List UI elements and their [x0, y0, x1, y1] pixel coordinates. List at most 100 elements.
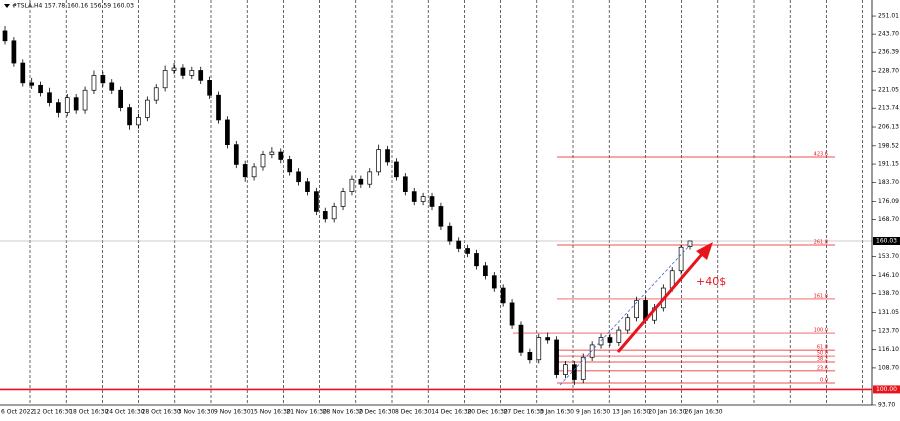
candle-body — [118, 89, 123, 108]
fib-level-label: 423.6 — [814, 152, 828, 158]
x-tick-label: 6 Oct 2022 — [1, 409, 34, 416]
candle-body — [527, 351, 533, 361]
fib-level-label: 61.8 — [817, 345, 828, 351]
fib-level-label: 0.0 — [820, 377, 828, 383]
candle-body — [331, 206, 337, 220]
candle-body — [554, 339, 559, 375]
candle-body — [73, 97, 79, 111]
current-price-box — [873, 236, 900, 245]
candle-body — [536, 337, 542, 361]
y-tick-label: 228.70 — [878, 68, 899, 75]
candle-body — [474, 253, 479, 267]
y-tick-label: 251.01 — [878, 13, 899, 20]
candle-body — [340, 191, 346, 207]
y-tick-label: 191.15 — [878, 161, 899, 168]
candle-body — [314, 191, 319, 212]
candle-body — [207, 80, 212, 96]
candle-body — [438, 206, 444, 227]
y-tick-label: 138.70 — [878, 290, 899, 297]
fib-level-label: 50.0 — [817, 351, 828, 357]
candle-body — [625, 317, 631, 331]
support-label: 100.00 — [876, 386, 897, 393]
candle-body — [251, 166, 257, 178]
x-tick-label: 9 Jan 16:30 — [576, 409, 610, 416]
annotation: +40$ — [696, 275, 726, 288]
candle-body — [82, 89, 88, 111]
candle-body — [447, 225, 453, 242]
candle-body — [225, 119, 230, 145]
x-tick-label: 13 Jan 16:30 — [612, 409, 650, 416]
candle-body — [29, 82, 35, 86]
x-tick-label: 27 Dec 16:30 — [504, 409, 545, 416]
candle-body — [456, 240, 462, 249]
candle-body — [518, 324, 524, 353]
candle-body — [687, 240, 693, 247]
candle-body — [242, 164, 248, 178]
candle-body — [376, 149, 381, 173]
candle-body — [634, 300, 639, 319]
x-tick-label: 20 Dec 16:30 — [467, 409, 508, 416]
candle-body — [572, 364, 577, 380]
x-tick-label: 20 Jan 16:30 — [648, 409, 686, 416]
candle-body — [322, 211, 328, 220]
candle-body — [429, 196, 435, 207]
fib-trend-line — [559, 244, 691, 386]
y-tick-label: 153.70 — [878, 253, 899, 260]
fib-level-label: 261.8 — [814, 240, 828, 246]
fib-level-label: 38.2 — [817, 356, 828, 362]
candle-body — [402, 176, 408, 192]
x-tick-label: 12 Oct 16:30 — [33, 409, 72, 416]
candle-body — [358, 178, 364, 185]
candle-body — [260, 154, 266, 168]
title-icon — [4, 4, 10, 8]
candle-body — [56, 102, 61, 113]
candle-body — [64, 97, 70, 113]
candle-body — [385, 149, 390, 163]
candle-body — [394, 161, 399, 178]
candle-body — [127, 107, 132, 126]
candle-body — [589, 344, 595, 358]
candle-body — [411, 191, 417, 202]
y-tick-label: 123.70 — [878, 327, 899, 334]
grid — [0, 0, 872, 405]
y-tick-label: 116.10 — [878, 346, 899, 353]
y-tick-label: 206.13 — [878, 124, 899, 131]
candle-body — [162, 70, 168, 89]
y-tick-label: 221.05 — [878, 87, 899, 94]
candle-body — [296, 171, 301, 183]
candle-body — [109, 82, 115, 91]
candle-body — [153, 87, 159, 101]
candle-body — [144, 99, 150, 118]
candle-body — [509, 302, 515, 326]
candle-body — [2, 30, 8, 42]
y-tick-label: 213.74 — [878, 105, 899, 112]
candle-body — [20, 62, 26, 84]
candle-body — [47, 92, 52, 103]
candle-body — [491, 275, 497, 289]
fib-level-label: 161.8 — [814, 293, 828, 299]
candle-body — [180, 67, 186, 76]
candle-body — [349, 178, 355, 192]
candle-body — [500, 287, 506, 304]
candle-body — [678, 246, 684, 272]
y-tick-label: 198.52 — [878, 142, 899, 149]
x-tick-label: 15 Nov 16:30 — [250, 409, 291, 416]
candle-body — [189, 70, 195, 76]
y-tick-label: 183.70 — [878, 179, 899, 186]
candle-body — [305, 181, 310, 192]
support-box — [873, 385, 900, 394]
candle-body — [483, 265, 488, 277]
x-tick-label: 18 Oct 16:30 — [69, 409, 108, 416]
candle-body — [171, 67, 177, 71]
x-tick-label: 28 Oct 16:30 — [142, 409, 181, 416]
candle-body — [38, 84, 43, 94]
x-tick-label: 8 Dec 16:30 — [395, 409, 432, 416]
candle-body — [91, 75, 97, 91]
x-tick-label: 26 Jan 16:30 — [685, 409, 723, 416]
candle-body — [367, 171, 373, 185]
candle-body — [287, 159, 293, 173]
y-tick-label: 236.39 — [878, 49, 899, 56]
candle-body — [11, 40, 17, 64]
